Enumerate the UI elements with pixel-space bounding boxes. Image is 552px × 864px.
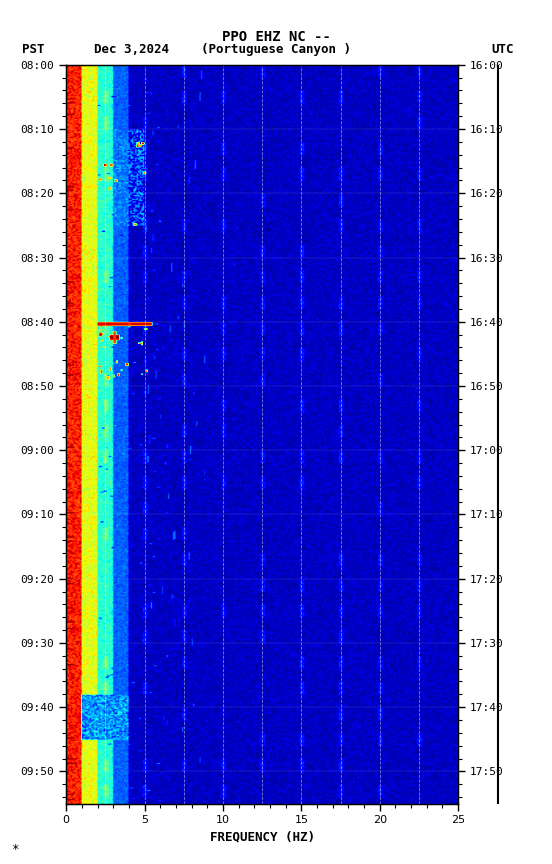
Text: UTC: UTC bbox=[491, 43, 514, 56]
Text: Dec 3,2024: Dec 3,2024 bbox=[94, 43, 169, 56]
Text: *: * bbox=[11, 842, 19, 855]
Text: PST: PST bbox=[22, 43, 45, 56]
Text: (Portuguese Canyon ): (Portuguese Canyon ) bbox=[201, 43, 351, 56]
X-axis label: FREQUENCY (HZ): FREQUENCY (HZ) bbox=[210, 831, 315, 844]
Text: PPO EHZ NC --: PPO EHZ NC -- bbox=[221, 30, 331, 44]
